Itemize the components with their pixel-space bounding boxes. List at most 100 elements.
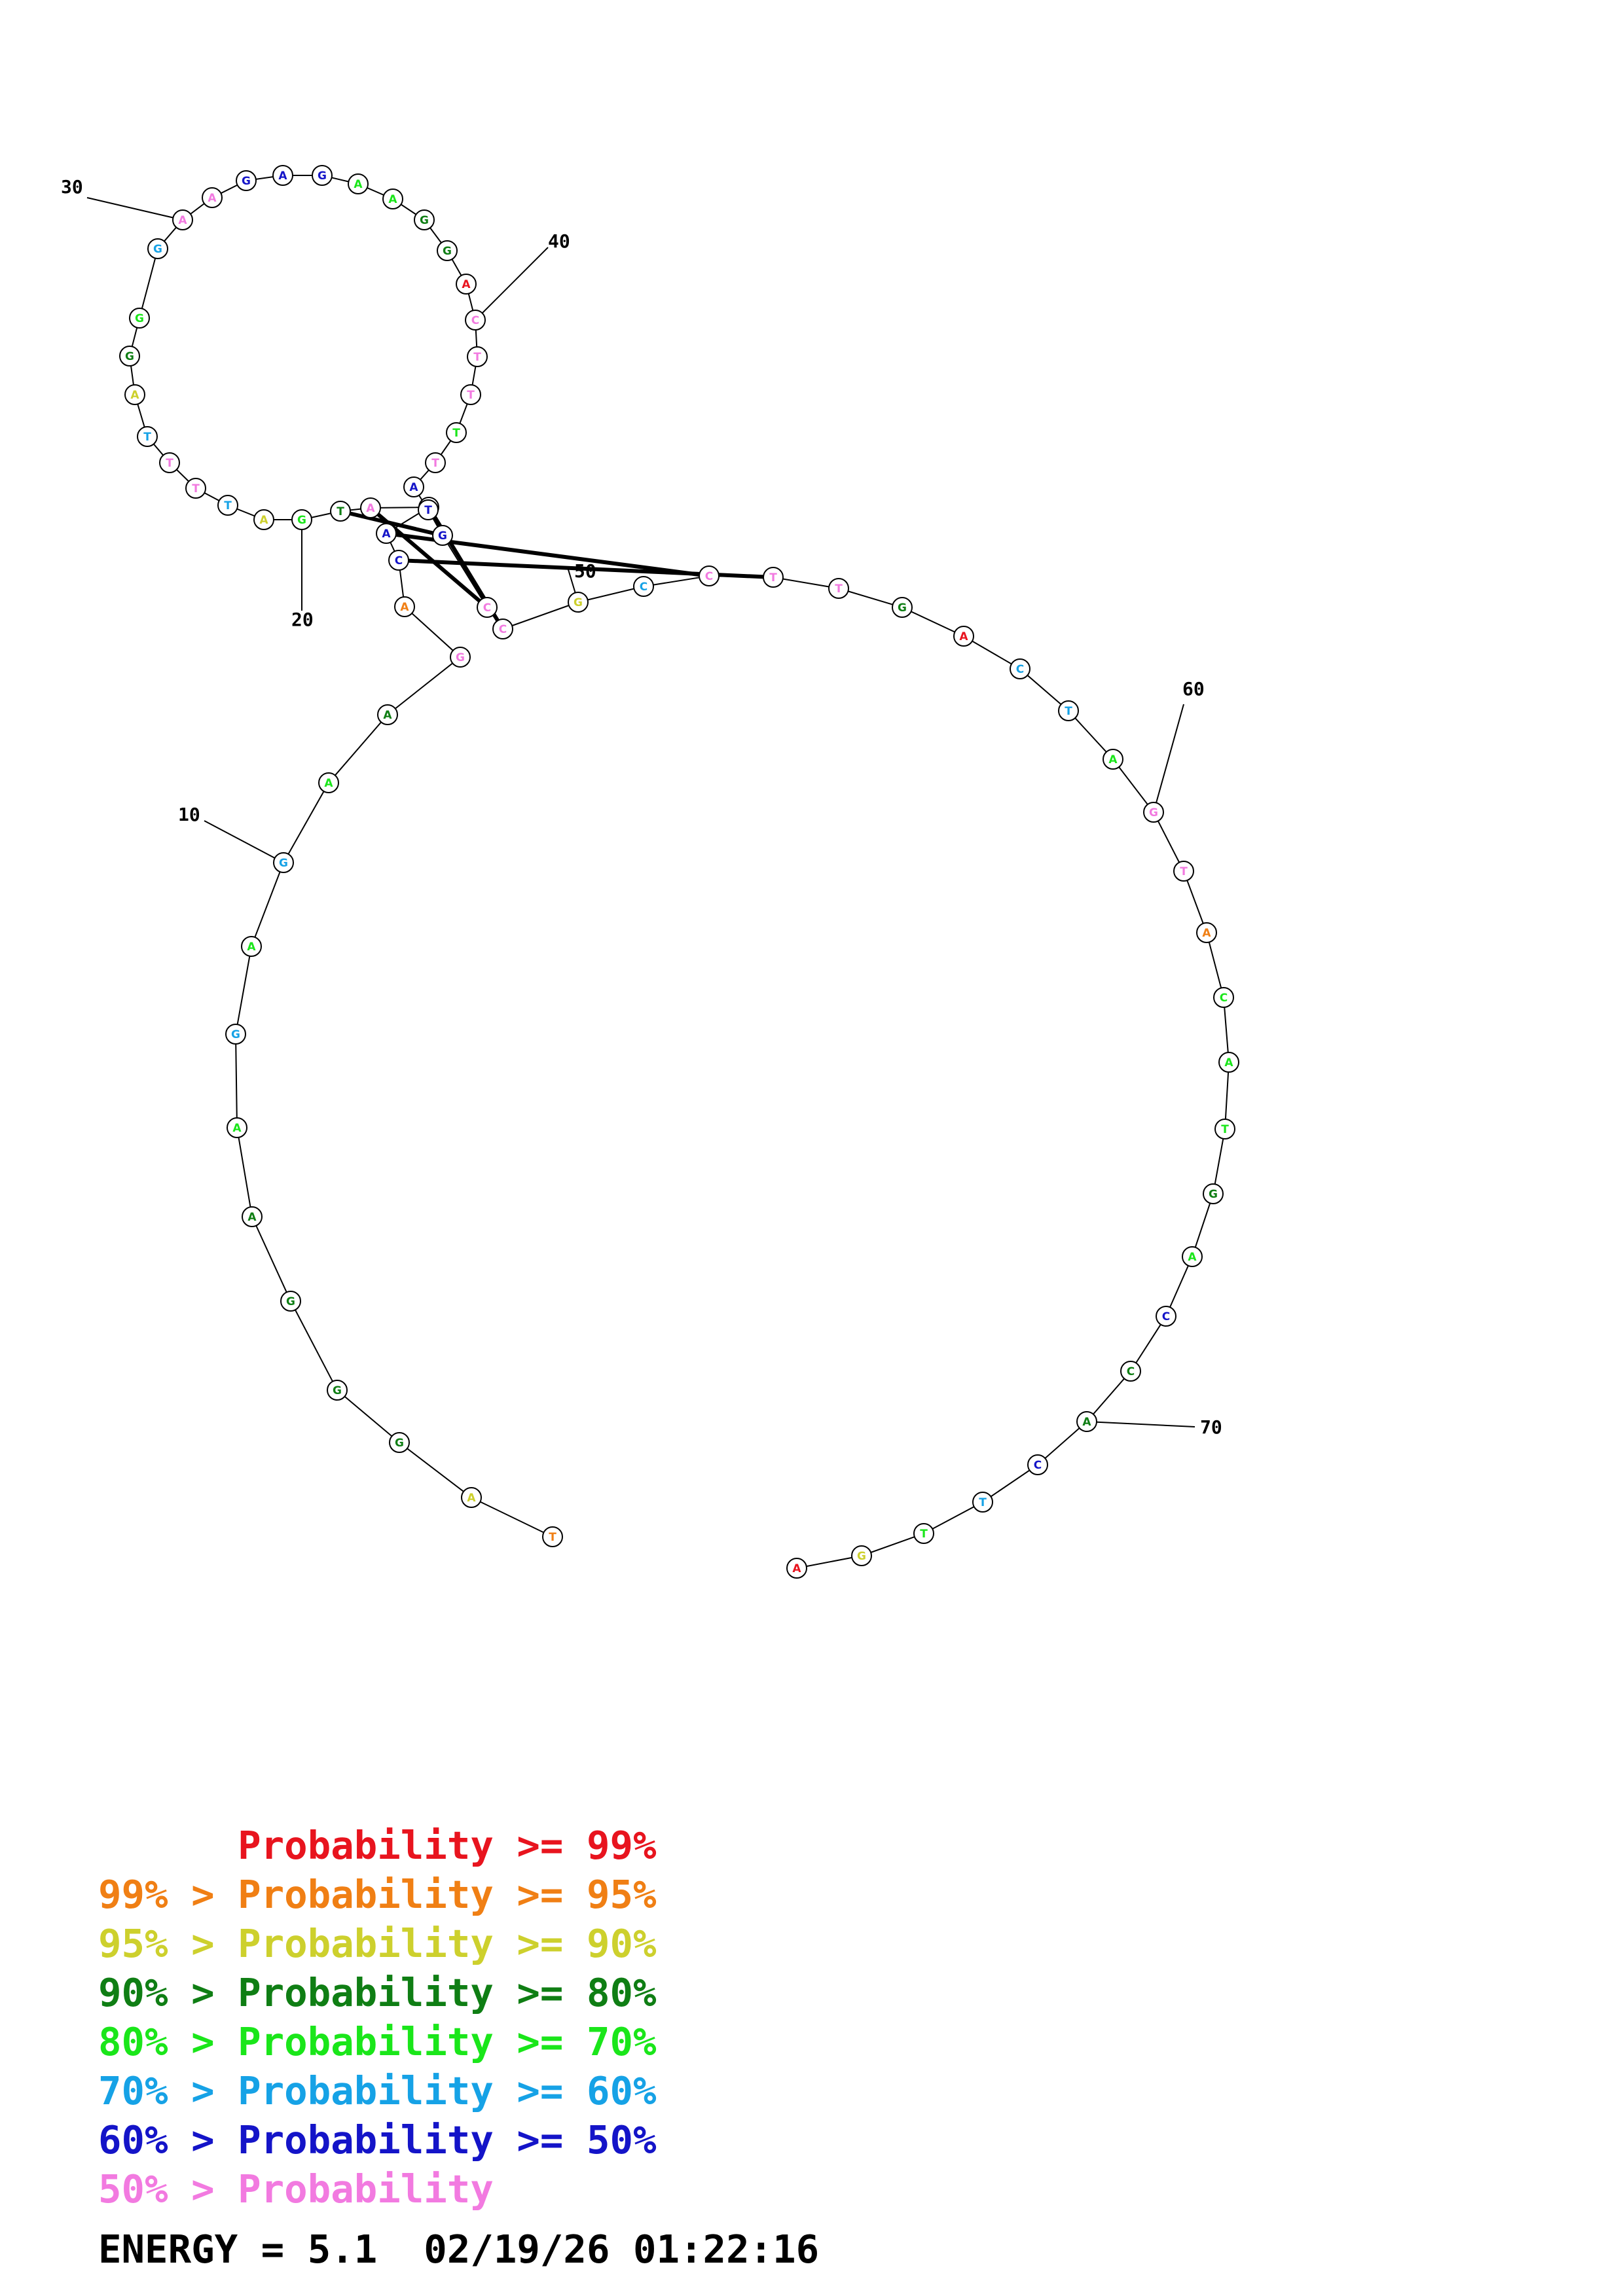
nucleotide: G: [437, 240, 458, 261]
nucleotide-circle: [273, 852, 294, 873]
nucleotide: G: [236, 170, 257, 191]
nucleotide-base: T: [431, 457, 439, 470]
legend-row: 70% > Probability >= 60%: [98, 2068, 657, 2113]
nucleotide: T: [542, 1526, 563, 1547]
nucleotide-circle: [1120, 1361, 1141, 1382]
legend-row: 60% > Probability >= 50%: [98, 2117, 657, 2162]
nucleotide: T: [330, 501, 351, 522]
nucleotide: G: [568, 592, 589, 613]
nucleotide-circle: [1027, 1454, 1048, 1475]
nucleotide: T: [1058, 700, 1079, 721]
nucleotide: A: [1218, 1052, 1239, 1073]
nucleotide-base: A: [1108, 753, 1118, 766]
nucleotide: G: [432, 525, 453, 546]
nucleotide: C: [1156, 1306, 1176, 1327]
nucleotide-base: G: [857, 1550, 866, 1563]
nucleotide-circle: [467, 346, 488, 367]
nucleotide-circle: [456, 274, 477, 295]
nucleotide-base: T: [473, 351, 481, 364]
nucleotide: G: [312, 165, 333, 186]
nucleotide-circle: [124, 384, 145, 405]
nucleotide-circle: [388, 550, 409, 571]
nucleotide-base: G: [125, 350, 134, 363]
nucleotide: A: [376, 523, 397, 544]
nucleotide: G: [389, 1432, 410, 1453]
nucleotide-base: T: [1221, 1123, 1229, 1136]
nucleotide-circle: [786, 1558, 807, 1579]
nucleotide-circle: [348, 173, 369, 194]
nucleotide-circle: [828, 578, 849, 599]
nucleotide: T: [467, 346, 488, 367]
nucleotide: C: [699, 565, 720, 586]
position-label: 70: [1200, 1416, 1222, 1438]
nucleotide: C: [1010, 658, 1030, 679]
nucleotide-circle: [242, 1206, 263, 1227]
nucleotide-base: A: [388, 193, 397, 206]
nucleotide-circle: [461, 1487, 482, 1508]
nucleotide-circle: [450, 647, 471, 668]
position-tick: [475, 247, 549, 321]
nucleotide: T: [460, 384, 481, 405]
nucleotide-base: T: [424, 504, 432, 517]
nucleotide: C: [1120, 1361, 1141, 1382]
backbone-line: [128, 175, 1230, 1569]
nucleotide-base: G: [1149, 806, 1158, 819]
nucleotide-base: A: [382, 528, 391, 541]
nucleotide: T: [1173, 861, 1194, 882]
position-label: 10: [178, 804, 200, 825]
nucleotide-circle: [394, 596, 415, 617]
nucleotide-circle: [330, 501, 351, 522]
nucleotide-base: A: [792, 1562, 801, 1575]
nucleotide-base: A: [366, 502, 375, 515]
nucleotide-circle: [1203, 1183, 1224, 1204]
nucleotide-circle: [147, 238, 168, 259]
nucleotide-base: C: [471, 314, 479, 327]
nucleotide-base: G: [574, 596, 583, 609]
energy-line: ENERGY = 5.1 02/19/26 01:22:16: [98, 2227, 820, 2272]
nucleotide-base: G: [153, 243, 162, 256]
nucleotide-base: A: [400, 601, 409, 614]
nucleotide-circle: [1173, 861, 1194, 882]
nucleotide-circle: [418, 499, 439, 520]
nucleotide: G: [129, 308, 150, 329]
nucleotide-base: T: [835, 583, 843, 596]
nucleotide-circle: [1103, 749, 1123, 770]
nucleotide-circle: [389, 1432, 410, 1453]
nucleotide-base: A: [208, 192, 217, 205]
nucleotide-circle: [327, 1380, 348, 1401]
nucleotide: G: [414, 209, 435, 230]
nucleotide-base: A: [247, 941, 256, 954]
nucleotide: A: [1103, 749, 1123, 770]
nucleotide-base: C: [1016, 663, 1024, 676]
nucleotide-base: T: [1065, 705, 1072, 718]
nucleotide-circle: [465, 310, 486, 331]
nucleotide-base: A: [1202, 927, 1211, 940]
nucleotide: G: [450, 647, 471, 668]
nucleotide: A: [953, 626, 974, 647]
nucleotide-circle: [291, 509, 312, 530]
nucleotide-circle: [1010, 658, 1030, 679]
nucleotide-circle: [119, 346, 140, 367]
nucleotide: A: [242, 1206, 263, 1227]
position-tick: [86, 197, 183, 221]
nucleotide-base: G: [438, 529, 447, 543]
nucleotide-base: C: [640, 581, 647, 594]
nucleotide-circle: [1076, 1411, 1097, 1432]
nucleotide-circle: [1218, 1052, 1239, 1073]
nucleotide-base: A: [324, 777, 333, 790]
nucleotide-base: C: [395, 554, 403, 567]
nucleotide-base: T: [224, 499, 232, 512]
nucleotide-base: T: [337, 505, 344, 518]
nucleotide-circle: [1214, 1119, 1235, 1139]
nucleotide: C: [492, 619, 513, 639]
nucleotide-base: G: [135, 312, 144, 325]
nucleotide-base: G: [395, 1437, 404, 1450]
nucleotide-base: A: [247, 1211, 257, 1224]
legend-row: 95% > Probability >= 90%: [98, 1921, 657, 1966]
legend-row: 80% > Probability >= 70%: [98, 2019, 657, 2064]
position-label: 50: [574, 560, 596, 582]
nucleotide-base: G: [279, 857, 288, 870]
nucleotide-circle: [1213, 987, 1234, 1008]
nucleotide-circle: [241, 936, 262, 957]
nucleotide: T: [972, 1492, 993, 1513]
